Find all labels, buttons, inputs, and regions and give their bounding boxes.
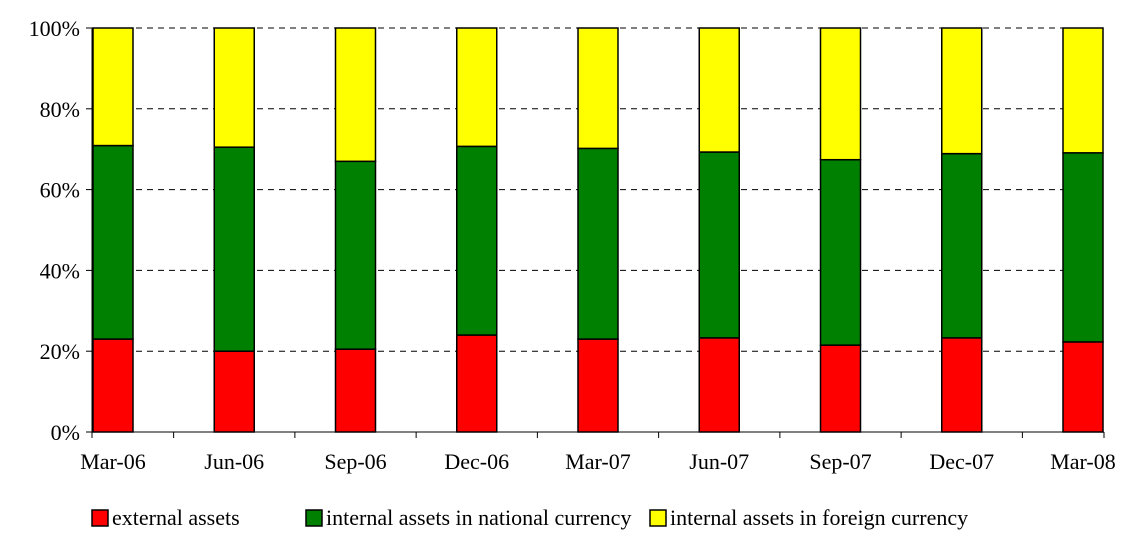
x-tick-label-7: Dec-07 — [929, 449, 994, 474]
legend-label-0: external assets — [112, 505, 240, 530]
bar-Mar-07-series-1 — [577, 147, 619, 340]
bar-Sep-06-series-1 — [334, 160, 377, 350]
legend-label-2: internal assets in foreign currency — [670, 505, 968, 530]
bar-Jun-07-series-1 — [698, 151, 740, 339]
x-tick-label-6: Sep-07 — [809, 449, 871, 474]
legend-label-1: internal assets in national currency — [326, 505, 631, 530]
bar-Jun-07-series-0 — [698, 337, 740, 433]
bar-Mar-06-series-2 — [92, 27, 134, 147]
bar-Dec-07-series-1 — [941, 152, 983, 339]
y-tick-label-4: 80% — [40, 97, 80, 122]
bar-Jun-06-series-1 — [213, 146, 255, 352]
y-tick-label-2: 40% — [40, 258, 80, 283]
bar-Dec-06-series-0 — [456, 334, 498, 433]
x-axis-ticks: Mar-06 Jun-06 Sep-06 Dec-06 Mar-07 Jun-07 Sep-… — [80, 432, 1116, 474]
legend: external assets internal assets in nation… — [91, 505, 968, 530]
x-tick-label-4: Mar-07 — [565, 449, 631, 474]
bar-Mar-07-series-0 — [577, 338, 619, 433]
bar-Sep-06-series-2 — [334, 27, 377, 163]
bar-Mar-06-series-1 — [92, 144, 134, 340]
legend-swatch-1 — [305, 509, 323, 527]
x-tick-label-2: Sep-06 — [324, 449, 386, 474]
bar-Mar-07-series-2 — [577, 27, 619, 150]
bar-Dec-07-series-0 — [941, 337, 983, 433]
bar-Mar-08-series-0 — [1062, 341, 1104, 433]
x-tick-label-3: Dec-06 — [444, 449, 509, 474]
bar-Sep-07-series-2 — [819, 27, 862, 161]
axes — [91, 28, 1104, 433]
bar-Jun-07-series-2 — [698, 27, 740, 153]
y-tick-label-5: 100% — [29, 16, 80, 41]
bar-Sep-06-series-0 — [334, 348, 377, 433]
bar-Dec-07-series-2 — [941, 27, 983, 155]
bar-Jun-06-series-2 — [213, 27, 255, 148]
x-tick-label-5: Jun-07 — [689, 449, 749, 474]
bar-Dec-06-series-1 — [456, 145, 498, 336]
legend-swatch-0 — [91, 509, 109, 527]
y-tick-label-3: 60% — [40, 178, 80, 203]
legend-swatch-2 — [649, 509, 667, 527]
bar-Sep-07-series-1 — [819, 158, 862, 346]
x-tick-label-8: Mar-08 — [1050, 449, 1116, 474]
x-tick-label-0: Mar-06 — [80, 449, 146, 474]
bar-Mar-08-series-2 — [1062, 27, 1104, 154]
y-axis-ticks: 0% 20% 40% 60% 80% 100% — [29, 16, 92, 445]
x-tick-label-1: Jun-06 — [204, 449, 264, 474]
bars — [92, 27, 1104, 433]
y-tick-label-0: 0% — [51, 420, 80, 445]
bar-Jun-06-series-0 — [213, 350, 255, 433]
bar-Dec-06-series-2 — [456, 27, 498, 148]
bar-Mar-08-series-1 — [1062, 152, 1104, 343]
bar-Mar-06-series-0 — [92, 338, 134, 433]
y-tick-label-1: 20% — [40, 339, 80, 364]
bar-Sep-07-series-0 — [819, 344, 862, 433]
